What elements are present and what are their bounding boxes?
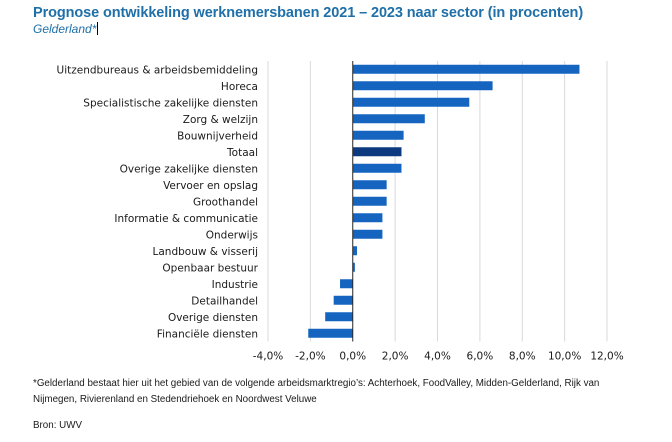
x-tick-label: 2,0%	[382, 351, 409, 363]
category-label: Industrie	[212, 279, 258, 291]
category-label: Openbaar bestuur	[162, 262, 258, 274]
category-label: Overige zakelijke diensten	[120, 163, 258, 175]
bar-chart: Uitzendbureaus & arbeidsbemiddeling Horec…	[57, 61, 624, 363]
chart-subtitle: Gelderland*	[33, 22, 99, 36]
x-tick-label: 8,0%	[509, 351, 536, 363]
category-label: Totaal	[226, 147, 258, 159]
subtitle-text: Gelderland*	[33, 22, 97, 36]
bar-16	[308, 328, 353, 338]
category-label: Financiële diensten	[157, 328, 258, 340]
category-label: Bouwnijverheid	[177, 130, 258, 142]
x-tick-label: 6,0%	[467, 351, 494, 363]
bar-7	[352, 180, 387, 190]
x-tick-label: 0,0%	[339, 351, 366, 363]
bar-4	[352, 130, 404, 140]
bar-11	[352, 246, 357, 256]
bar-8	[352, 196, 387, 206]
bar-15	[325, 312, 353, 322]
category-label: Detailhandel	[191, 295, 258, 307]
source-note: Bron: UWV	[33, 420, 82, 431]
bar-12	[352, 262, 355, 272]
bar-14	[333, 295, 353, 305]
category-label: Overige diensten	[168, 312, 258, 324]
gridlines	[267, 61, 608, 342]
bar-6	[352, 163, 402, 173]
category-label: Zorg & welzijn	[183, 114, 258, 126]
tick-labels: -4,0% -2,0% 0,0% 2,0% 4,0% 6,0% 8,0% 10,0% 12,0%	[253, 351, 624, 363]
bar-10	[352, 229, 383, 239]
chart-title: Prognose ontwikkeling werknemersbanen 20…	[33, 5, 584, 21]
bar-5	[352, 147, 402, 157]
category-label: Groothandel	[193, 196, 258, 208]
bar-9	[352, 213, 383, 223]
bar-2	[352, 97, 470, 107]
category-label: Uitzendbureaus & arbeidsbemiddeling	[57, 64, 258, 76]
text-cursor	[97, 22, 99, 35]
category-labels: Uitzendbureaus & arbeidsbemiddeling Horec…	[57, 64, 259, 340]
bar-3	[352, 114, 425, 124]
x-tick-label: 12,0%	[590, 351, 623, 363]
category-label: Specialistische zakelijke diensten	[83, 97, 258, 109]
x-tick-label: -2,0%	[295, 351, 325, 363]
category-label: Landbouw & visserij	[153, 246, 258, 258]
bar-13	[340, 279, 353, 289]
bar-0	[352, 64, 580, 74]
category-label: Horeca	[221, 81, 258, 93]
category-label: Onderwijs	[206, 229, 258, 241]
bar-1	[352, 81, 493, 91]
x-tick-label: -4,0%	[253, 351, 283, 363]
bars	[308, 64, 580, 338]
category-label: Vervoer en opslag	[163, 180, 258, 192]
x-tick-label: 10,0%	[548, 351, 581, 363]
footnote: *Gelderland bestaat hier uit het gebied …	[33, 378, 600, 405]
category-label: Informatie & communicatie	[114, 213, 258, 225]
x-tick-label: 4,0%	[424, 351, 451, 363]
